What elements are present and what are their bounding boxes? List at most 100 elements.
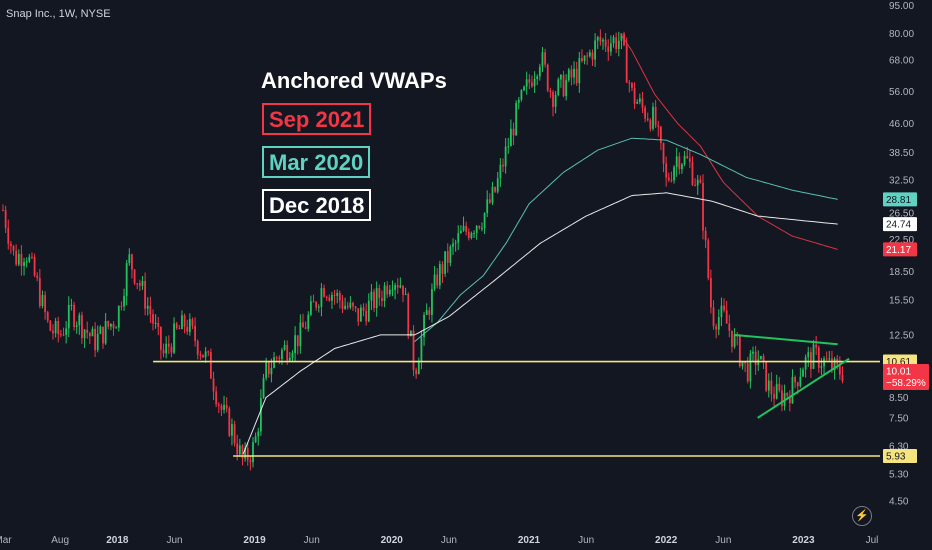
candle-body (338, 292, 341, 301)
candle-body (373, 291, 375, 309)
x-tick-label: Jun (715, 535, 731, 546)
candle-body (733, 334, 736, 347)
candle-body (152, 314, 154, 324)
candle-body (681, 164, 683, 170)
candle-body (212, 378, 215, 392)
candle-body (617, 40, 620, 49)
candle-body (712, 307, 715, 327)
y-tick-label: 95.00 (889, 1, 914, 12)
y-tick-label: 56.00 (889, 87, 914, 98)
candle-body (552, 92, 554, 107)
candle-body (325, 296, 328, 298)
candle-body (241, 445, 244, 459)
candle-body (259, 398, 262, 432)
candle-body (123, 295, 125, 307)
candle-body (817, 347, 820, 368)
y-tick-label: 38.50 (889, 148, 914, 159)
candle-body (696, 179, 699, 186)
candle-body (773, 394, 775, 399)
candle-body (502, 164, 504, 167)
candle-body (359, 307, 362, 322)
candle-body (383, 285, 386, 301)
candle-body (504, 146, 507, 167)
candle-body (304, 327, 307, 329)
candle-body (286, 345, 289, 361)
x-tick-label: Jun (304, 535, 320, 546)
candle-body (531, 82, 533, 87)
candle-body (717, 317, 720, 330)
candle-body (307, 314, 310, 329)
candle-body (320, 288, 323, 307)
candle-body (431, 288, 433, 315)
candle-body (449, 246, 452, 263)
candle-body (46, 312, 49, 321)
candle-body (399, 285, 402, 288)
candle-body (9, 243, 12, 246)
candle-body (333, 294, 336, 296)
y-tick-label: 8.50 (889, 393, 909, 404)
candle-body (452, 243, 454, 247)
candle-body (465, 225, 468, 232)
candle-body (109, 323, 112, 327)
candle-body (336, 292, 339, 296)
candle-body (754, 351, 757, 366)
legend-item-sep-2021: Sep 2021 (262, 103, 372, 135)
candle-body (596, 37, 599, 41)
candle-body (20, 254, 23, 266)
candle-body (533, 79, 536, 87)
candle-body (273, 357, 275, 368)
candle-body (778, 383, 781, 391)
candle-body (309, 301, 312, 315)
candle-body (557, 79, 560, 95)
candle-body (683, 155, 686, 165)
candle-body (70, 304, 73, 306)
candle-body (144, 281, 147, 309)
candle-body (591, 52, 594, 60)
candle-body (688, 158, 691, 162)
candle-body (665, 163, 668, 178)
candle-body (536, 76, 539, 80)
candle-body (709, 278, 712, 308)
legend-item-dec-2018: Dec 2018 (262, 189, 372, 221)
candle-body (565, 80, 568, 97)
candle-body (233, 424, 236, 444)
candle-body (386, 285, 389, 295)
dec-2018-vwap-tag-label: 24.74 (886, 220, 911, 231)
y-tick-label: 5.30 (889, 470, 909, 481)
candle-body (354, 306, 357, 309)
candle-body (828, 358, 831, 360)
lightning-icon[interactable]: ⚡ (852, 506, 872, 526)
y-tick-label: 18.50 (889, 267, 914, 278)
candle-body (567, 69, 570, 81)
candle-body (107, 320, 110, 327)
candle-body (678, 156, 681, 170)
candle-body (575, 68, 578, 84)
candle-body (299, 322, 302, 347)
candle-body (723, 305, 725, 311)
candle-body (762, 356, 765, 362)
x-tick-label: Jun (166, 535, 182, 546)
candle-body (554, 94, 557, 107)
candle-body (257, 431, 260, 437)
candle-body (341, 300, 344, 309)
candle-body (159, 326, 162, 350)
candle-body (181, 315, 183, 329)
candle-body (659, 126, 662, 144)
candle-body (296, 335, 299, 347)
x-tick-label: 2021 (518, 535, 541, 546)
candle-body (788, 395, 791, 404)
candle-body (146, 305, 149, 309)
candle-body (823, 358, 825, 367)
candle-body (23, 262, 25, 266)
candle-body (157, 322, 160, 327)
candle-body (470, 233, 473, 239)
y-tick-label: 22.50 (889, 235, 914, 246)
candle-body (281, 349, 283, 360)
candle-body (457, 233, 460, 243)
candle-body (604, 39, 607, 47)
candle-body (265, 361, 268, 379)
candle-body (49, 320, 52, 331)
symbol-title: Snap Inc., 1W, NYSE (6, 8, 111, 20)
candle-body (794, 376, 797, 383)
